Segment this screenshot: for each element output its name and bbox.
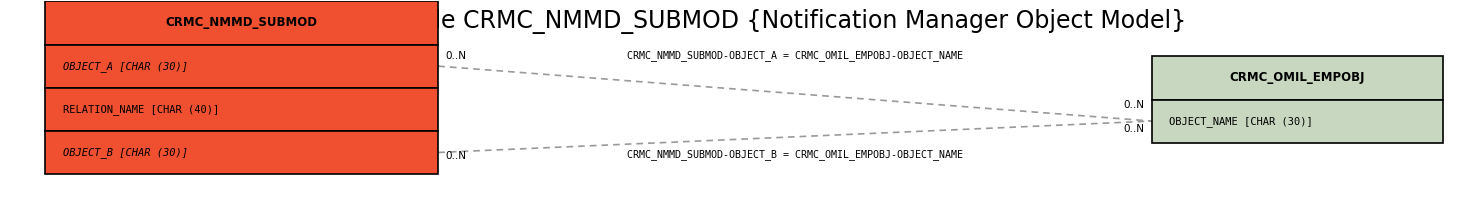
Text: CRMC_NMMD_SUBMOD-OBJECT_B = CRMC_OMIL_EMPOBJ-OBJECT_NAME: CRMC_NMMD_SUBMOD-OBJECT_B = CRMC_OMIL_EM… xyxy=(627,149,963,160)
Text: 0..N: 0..N xyxy=(1123,124,1144,134)
Text: 0..N: 0..N xyxy=(445,51,467,61)
FancyBboxPatch shape xyxy=(45,88,438,131)
Text: 0..N: 0..N xyxy=(1123,100,1144,110)
FancyBboxPatch shape xyxy=(1151,56,1443,100)
Text: 0..N: 0..N xyxy=(445,151,467,161)
FancyBboxPatch shape xyxy=(45,131,438,174)
FancyBboxPatch shape xyxy=(45,1,438,45)
Text: OBJECT_A [CHAR (30)]: OBJECT_A [CHAR (30)] xyxy=(63,61,188,72)
Text: OBJECT_NAME [CHAR (30)]: OBJECT_NAME [CHAR (30)] xyxy=(1169,116,1313,127)
Text: CRMC_NMMD_SUBMOD-OBJECT_A = CRMC_OMIL_EMPOBJ-OBJECT_NAME: CRMC_NMMD_SUBMOD-OBJECT_A = CRMC_OMIL_EM… xyxy=(627,50,963,61)
Text: OBJECT_B [CHAR (30)]: OBJECT_B [CHAR (30)] xyxy=(63,147,188,158)
Text: CRMC_OMIL_EMPOBJ: CRMC_OMIL_EMPOBJ xyxy=(1230,71,1366,84)
FancyBboxPatch shape xyxy=(45,45,438,88)
Text: RELATION_NAME [CHAR (40)]: RELATION_NAME [CHAR (40)] xyxy=(63,104,219,115)
FancyBboxPatch shape xyxy=(1151,100,1443,143)
Text: CRMC_NMMD_SUBMOD: CRMC_NMMD_SUBMOD xyxy=(166,17,318,29)
Text: SAP ABAP table CRMC_NMMD_SUBMOD {Notification Manager Object Model}: SAP ABAP table CRMC_NMMD_SUBMOD {Notific… xyxy=(273,9,1186,34)
